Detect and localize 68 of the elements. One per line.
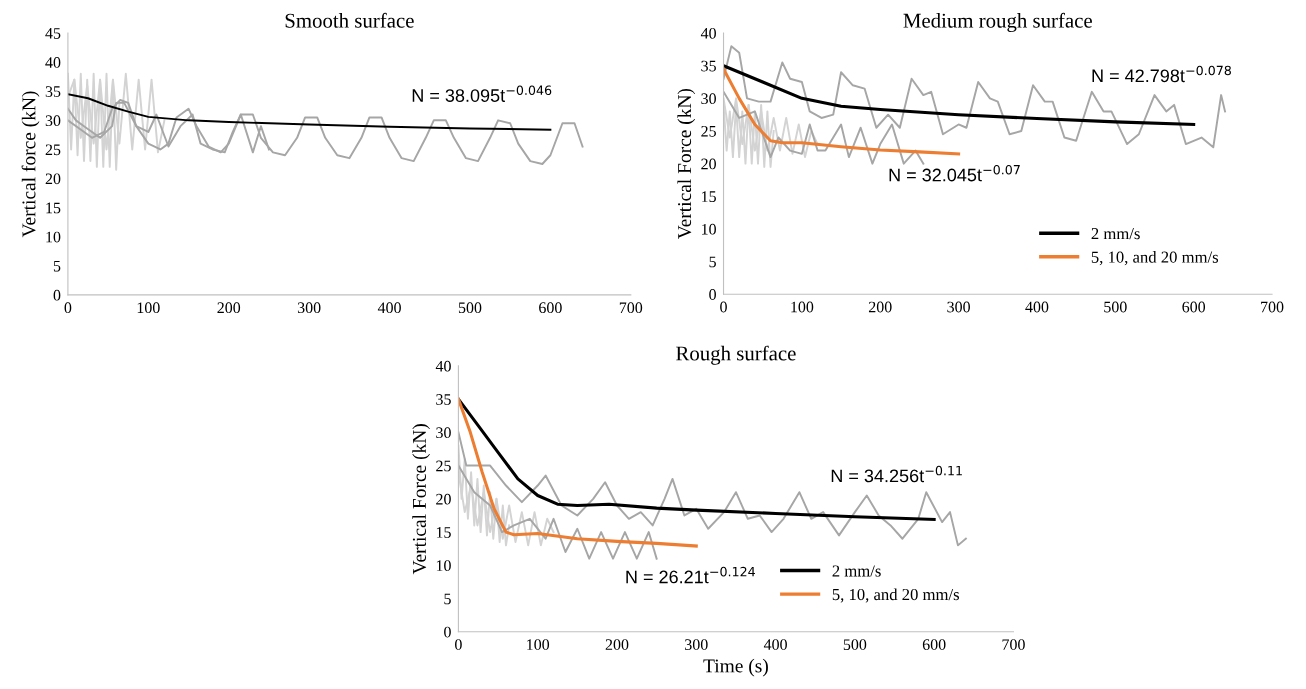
chart-title: Smooth surface [285,12,414,28]
chart-title: Medium rough surface [903,12,1092,33]
x-tick-label: 100 [137,302,160,314]
x-tick-label: 300 [685,639,708,650]
annotation: N = 38.095t$^{−0.046}$ [412,85,552,102]
x-tick-label: 600 [1182,301,1206,313]
chart-title: Rough surface [676,345,796,365]
x-tick-label: 600 [922,639,946,650]
y-tick-label: 40 [700,27,716,39]
x-tick-label: 700 [1002,639,1025,650]
y-tick-label: 35 [436,394,451,405]
y-tick-label: 15 [46,202,61,214]
y-tick-label: 5 [444,593,451,605]
y-tick-label: 40 [45,57,61,68]
x-tick-label: 0 [64,302,72,314]
y-tick-label: 10 [46,231,61,243]
y-tick-label: 0 [709,289,716,300]
x-tick-label: 400 [377,302,401,314]
annotation: N = 34.256t$^{−0.11}$ [831,465,962,483]
x-tick-label: 0 [455,639,462,650]
legend-label: 2 mm/s [832,565,881,577]
y-tick-label: 25 [701,125,716,137]
y-axis-title: Vertical Force (kN) [677,88,696,239]
x-tick-label: 500 [843,639,867,650]
y-tick-label: 35 [701,60,716,72]
y-tick-label: 40 [435,360,451,372]
y-axis-title: Vertical Force (kN) [412,424,430,575]
legend-label: 5, 10, and 20 mm/s [832,588,959,603]
y-tick-label: 25 [45,144,61,156]
annotation: N = 26.21t$^{−0.124}$ [626,566,755,584]
x-tick-label: 300 [947,301,970,313]
y-tick-label: 10 [436,560,451,572]
y-tick-label: 15 [702,191,716,202]
x-tick-label: 500 [1104,301,1127,313]
annotation: N = 42.798t$^{−0.078}$ [1092,65,1231,83]
x-tick-label: 500 [458,302,482,314]
y-tick-label: 20 [701,158,716,170]
x-tick-label: 700 [619,302,643,314]
y-tick-label: 0 [53,289,61,301]
y-tick-label: 20 [45,173,61,185]
x-tick-label: 400 [763,639,787,650]
y-tick-label: 15 [436,527,451,538]
y-tick-label: 30 [45,115,61,127]
x-tick-label: 600 [539,302,562,314]
y-axis-title: Vertical force (kN) [21,91,40,238]
x-tick-label: 400 [1025,301,1049,313]
y-tick-label: 30 [436,427,451,439]
y-tick-label: 30 [701,93,716,105]
x-tick-label: 200 [868,301,892,313]
y-tick-label: 25 [436,460,451,472]
annotation: N = 32.045t$^{−0.07}$ [889,164,1020,182]
y-tick-label: 20 [436,493,451,505]
x-tick-label: 100 [527,639,550,650]
x-tick-label: 300 [297,302,321,314]
x-axis-title: Time (s) [703,658,768,677]
legend-label: 2 mm/s [1091,228,1140,240]
x-tick-label: 200 [217,302,241,314]
x-tick-label: 0 [720,301,727,313]
y-tick-label: 5 [53,260,61,272]
y-tick-label: 0 [444,626,451,638]
y-tick-label: 5 [709,256,716,268]
y-tick-label: 45 [45,28,61,39]
x-tick-label: 700 [1261,301,1284,313]
y-tick-label: 10 [702,223,716,235]
x-tick-label: 200 [605,639,629,650]
x-tick-label: 100 [791,301,814,313]
y-tick-label: 35 [45,86,61,97]
legend-label: 5, 10, and 20 mm/s [1091,251,1219,266]
